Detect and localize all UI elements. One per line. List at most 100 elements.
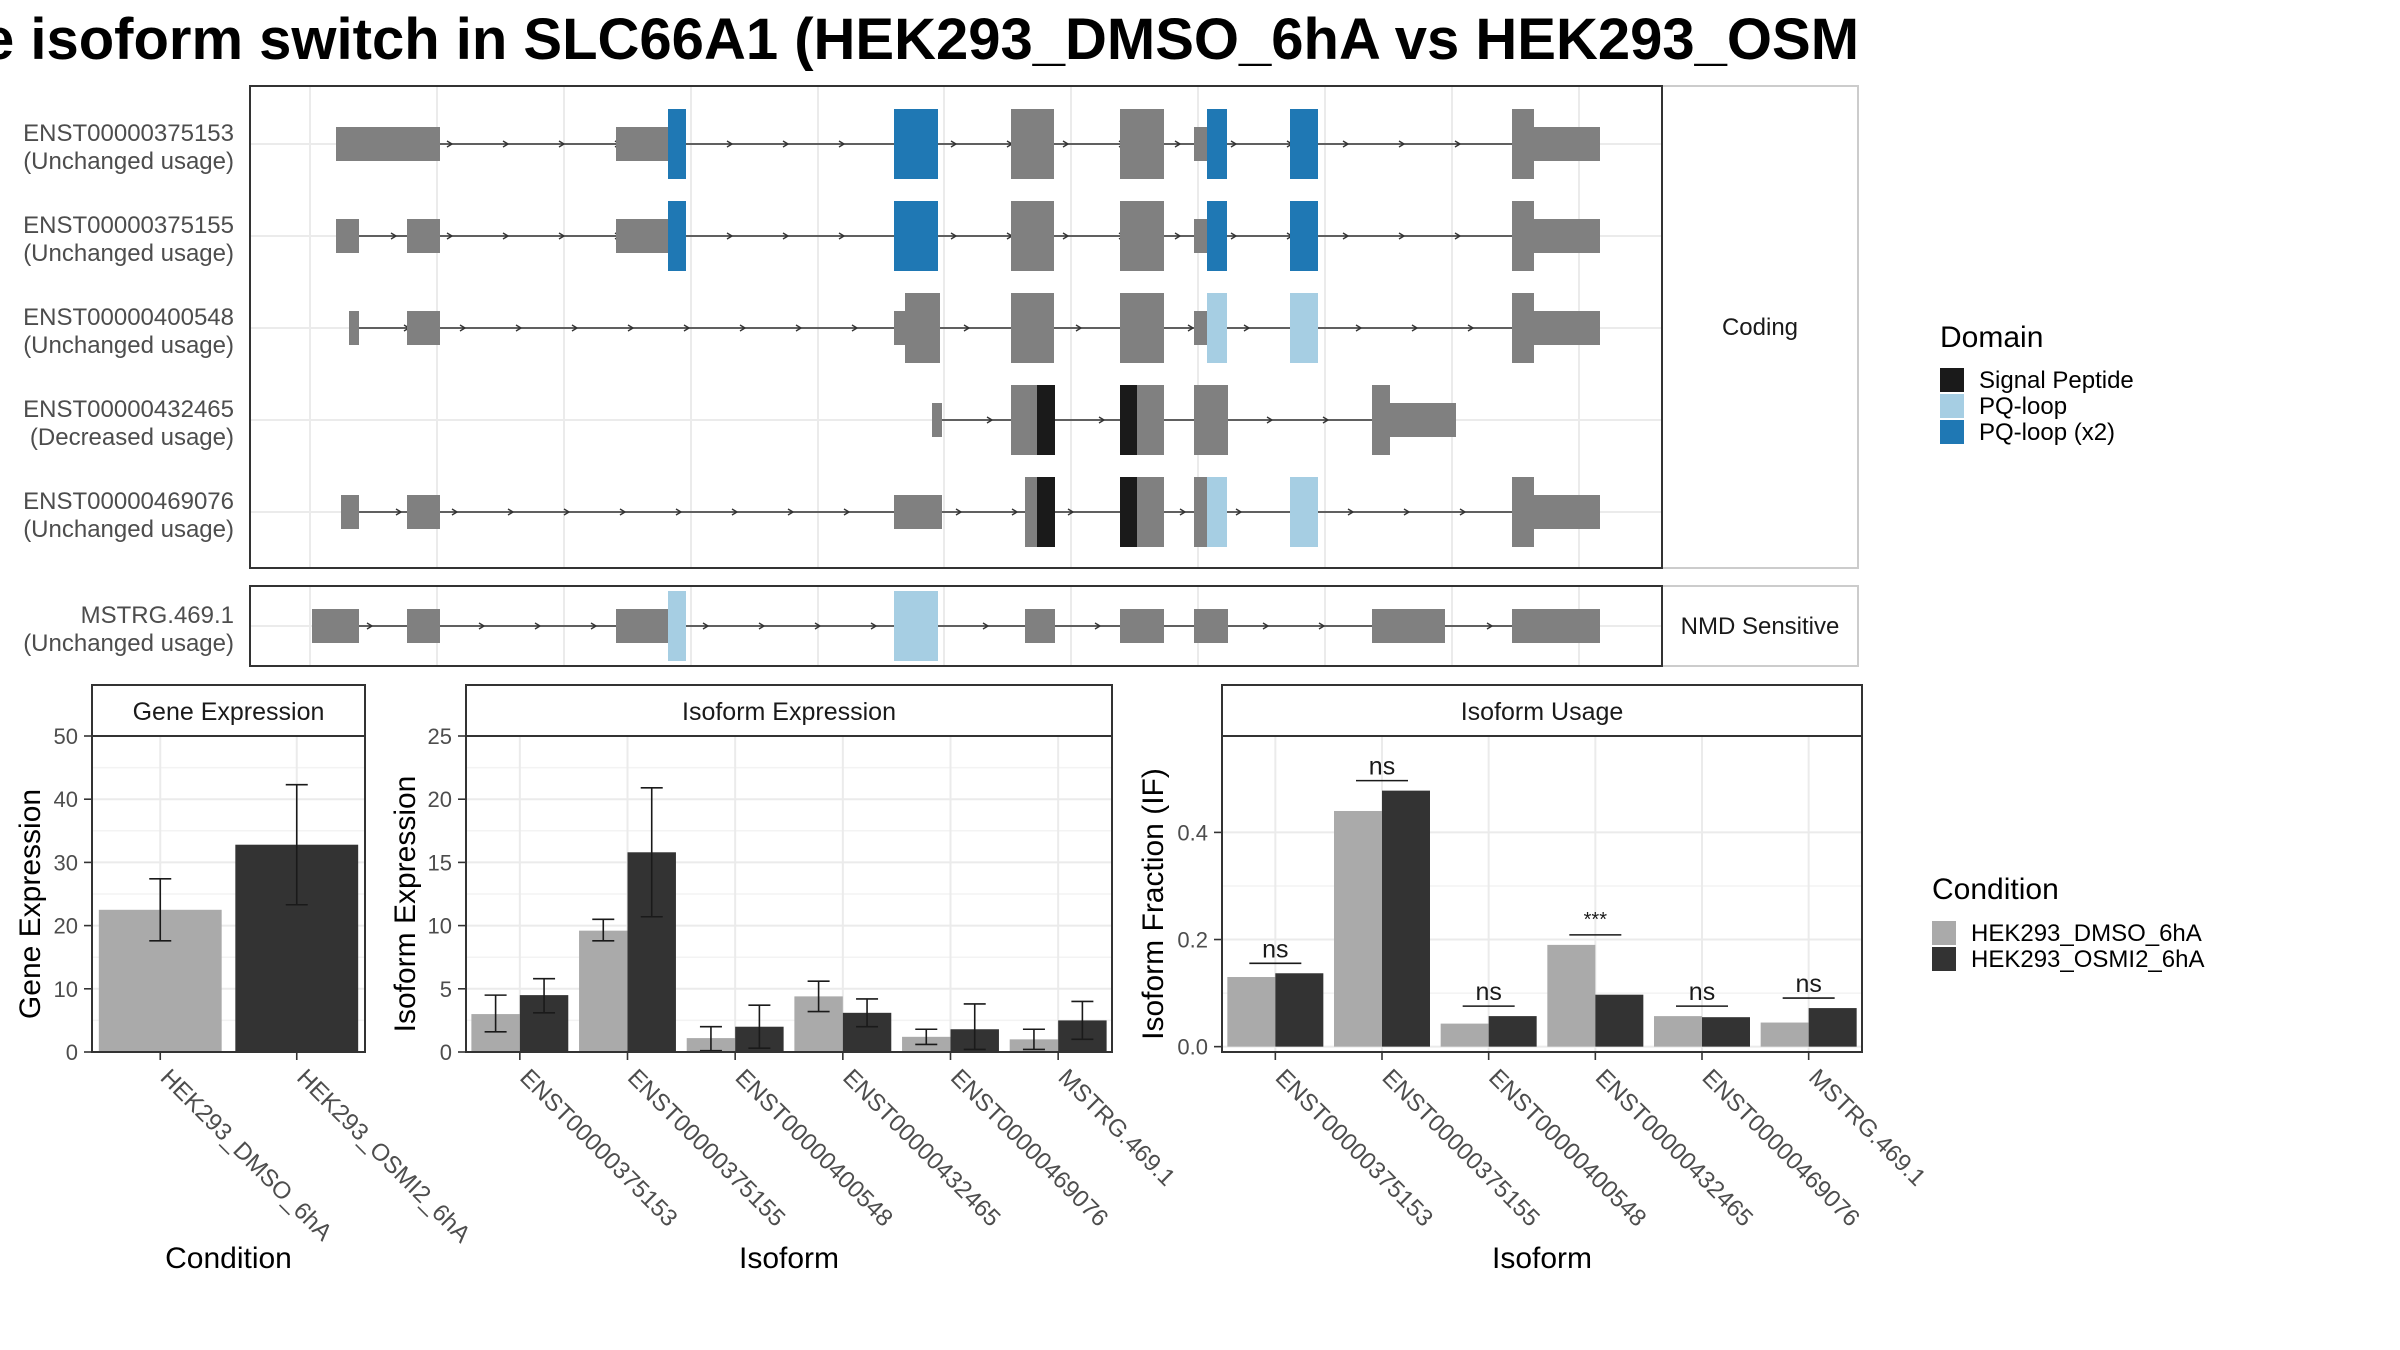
intron-arrow [787, 508, 795, 516]
bar [1334, 810, 1382, 1047]
transcript-usage-label: (Unchanged usage) [23, 332, 234, 359]
significance-label: ns [1369, 753, 1395, 781]
intron-arrow [739, 324, 747, 332]
intron-arrow [478, 622, 486, 630]
domain-pq-loop-x2 [1290, 109, 1318, 179]
bar [1808, 1008, 1857, 1047]
condition-legend-label: HEK293_OSMI2_6hA [1971, 946, 2204, 973]
exon [642, 127, 668, 161]
exon [1534, 311, 1600, 345]
intron-arrow [515, 324, 523, 332]
significance-label: ns [1262, 935, 1288, 963]
chart-panel-1: Isoform Expression0510152025ENST00000375… [389, 684, 1180, 1275]
domain-legend-swatch [1940, 368, 1964, 392]
domain-legend-title: Domain [1940, 321, 2043, 354]
y-tick-label: 30 [54, 850, 78, 875]
intron-arrow [1398, 232, 1406, 240]
exon [1534, 219, 1600, 253]
y-tick-label: 0 [66, 1040, 78, 1065]
intron-arrow [1486, 622, 1494, 630]
y-tick-label: 5 [440, 977, 452, 1002]
intron-arrow [1403, 508, 1411, 516]
y-tick-label: 25 [428, 724, 452, 749]
bar [1488, 1016, 1537, 1047]
intron-arrow [1467, 324, 1475, 332]
intron-arrow [1011, 508, 1019, 516]
exon [1534, 127, 1600, 161]
exon [1120, 109, 1164, 179]
domain-pq-loop [1207, 477, 1227, 547]
condition-legend-swatch [1932, 921, 1956, 945]
intron-arrow [782, 232, 790, 240]
structure-panel-border [249, 85, 1663, 569]
transcript-usage-label: (Unchanged usage) [23, 630, 234, 657]
intron-arrow [1342, 232, 1350, 240]
domain-pq-loop-x2 [668, 109, 686, 179]
intron-arrow [1235, 508, 1243, 516]
intron-arrow [1174, 140, 1182, 148]
intron-arrow [1098, 416, 1106, 424]
intron-arrow [1187, 324, 1195, 332]
chart-strip-title: Isoform Expression [682, 698, 896, 726]
transcript-usage-label: (Unchanged usage) [23, 516, 234, 543]
y-tick-label: 10 [54, 977, 78, 1002]
exon [1011, 293, 1054, 363]
intron-arrow [1243, 324, 1251, 332]
y-tick-label: 20 [428, 787, 452, 812]
intron-arrow [795, 324, 803, 332]
x-axis-title: Isoform [739, 1242, 839, 1275]
bar [1547, 944, 1596, 1047]
intron-arrow [1266, 416, 1274, 424]
exon [642, 219, 668, 253]
transcript-usage-label: (Unchanged usage) [23, 240, 234, 267]
chart-strip [1221, 684, 1863, 737]
intron-arrow [986, 416, 994, 424]
bar [1440, 1023, 1489, 1047]
exon [336, 127, 440, 161]
y-tick-label: 10 [428, 914, 452, 939]
exon [1512, 293, 1534, 363]
transcript-id-label: ENST00000375153 [23, 120, 234, 147]
intron-arrow [963, 324, 971, 332]
intron-arrow [1454, 140, 1462, 148]
exon [1025, 609, 1030, 643]
chart-panel-border [465, 735, 1113, 1053]
exon [407, 311, 440, 345]
exon [642, 609, 668, 643]
intron-arrow [502, 140, 510, 148]
domain-signal-peptide [1120, 477, 1137, 547]
intron-arrow [507, 508, 515, 516]
bar [1382, 790, 1430, 1047]
y-tick-label: 0.4 [1177, 820, 1208, 845]
exon [1512, 609, 1600, 643]
intron-arrow [451, 508, 459, 516]
y-tick-label: 0.0 [1177, 1035, 1208, 1060]
condition-legend-swatch [1932, 947, 1956, 971]
intron-arrow [726, 140, 734, 148]
x-axis-title: Condition [165, 1242, 292, 1275]
intron-arrow [366, 622, 374, 630]
chart-plot-bg [1222, 736, 1862, 1052]
structure-panel-border [249, 585, 1663, 667]
exon [407, 609, 440, 643]
intron-arrow [1174, 232, 1182, 240]
transcript-usage-label: (Unchanged usage) [23, 148, 234, 175]
intron-arrow [459, 324, 467, 332]
transcript-id-label: ENST00000400548 [23, 304, 234, 331]
y-tick-label: 0.2 [1177, 928, 1208, 953]
structure-strip-label: NMD Sensitive [1681, 613, 1840, 640]
intron-arrow [851, 324, 859, 332]
intron-arrow [390, 232, 398, 240]
intron-arrow [1230, 232, 1238, 240]
transcript-id-label: ENST00000432465 [23, 396, 234, 423]
exon [341, 495, 359, 529]
domain-legend-swatch [1940, 420, 1964, 444]
bar [1654, 1016, 1702, 1047]
intron-arrow [627, 324, 635, 332]
exon [1512, 109, 1534, 179]
significance-label: ns [1475, 978, 1501, 1006]
exon [1011, 201, 1054, 271]
exon [1194, 311, 1207, 345]
significance-label: ns [1795, 970, 1821, 998]
